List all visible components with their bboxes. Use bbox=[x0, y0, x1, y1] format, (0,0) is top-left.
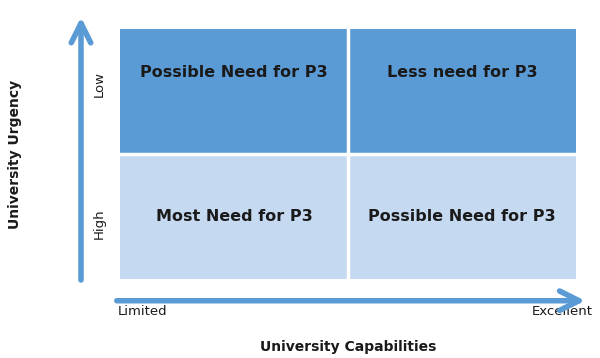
Text: University Capabilities: University Capabilities bbox=[260, 340, 436, 354]
Bar bbox=[120, 29, 348, 154]
Text: Excellent: Excellent bbox=[532, 305, 593, 318]
Text: High: High bbox=[92, 209, 106, 240]
Text: Limited: Limited bbox=[118, 305, 167, 318]
Text: University Urgency: University Urgency bbox=[8, 79, 22, 228]
Bar bbox=[348, 154, 576, 279]
Text: Most Need for P3: Most Need for P3 bbox=[155, 209, 313, 224]
Text: Less need for P3: Less need for P3 bbox=[386, 65, 538, 80]
Bar bbox=[120, 154, 348, 279]
Bar bbox=[348, 29, 576, 154]
Text: Possible Need for P3: Possible Need for P3 bbox=[368, 209, 556, 224]
Text: Possible Need for P3: Possible Need for P3 bbox=[140, 65, 328, 80]
Text: Low: Low bbox=[92, 71, 106, 97]
